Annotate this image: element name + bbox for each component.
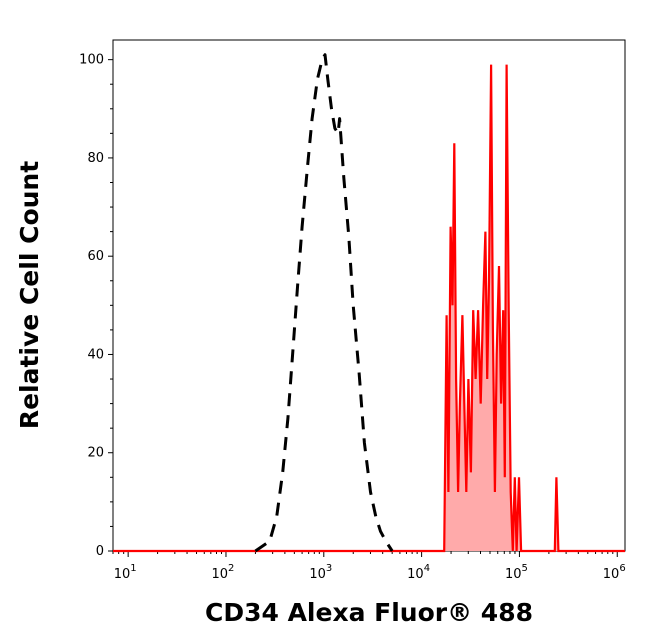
x-axis-ticks: 101 102 103 104 105 106 bbox=[112, 551, 626, 582]
x-tick-label: 103 bbox=[309, 563, 332, 582]
sample-histogram-line bbox=[113, 64, 625, 553]
y-axis-title: Relative Cell Count bbox=[15, 161, 44, 429]
x-tick-label: 104 bbox=[407, 563, 430, 582]
x-tick-label: 105 bbox=[505, 563, 528, 582]
y-tick-label: 0 bbox=[96, 544, 104, 559]
x-tick-label: 102 bbox=[212, 563, 235, 582]
plot-frame bbox=[112, 39, 626, 552]
y-tick-label: 100 bbox=[79, 53, 104, 68]
y-axis-ticks: 0 20 40 60 80 100 bbox=[79, 53, 113, 559]
x-axis-title: CD34 Alexa Fluor® 488 bbox=[205, 598, 533, 627]
isotype-control-dashed-line bbox=[254, 53, 394, 553]
y-tick-label: 40 bbox=[87, 347, 104, 362]
y-tick-label: 60 bbox=[87, 249, 104, 264]
y-tick-label: 80 bbox=[87, 151, 104, 166]
y-tick-label: 20 bbox=[87, 446, 104, 461]
series-layer bbox=[113, 53, 625, 553]
x-tick-label: 106 bbox=[603, 563, 626, 582]
sample-fill-area bbox=[113, 64, 625, 551]
x-tick-label: 101 bbox=[114, 563, 137, 582]
